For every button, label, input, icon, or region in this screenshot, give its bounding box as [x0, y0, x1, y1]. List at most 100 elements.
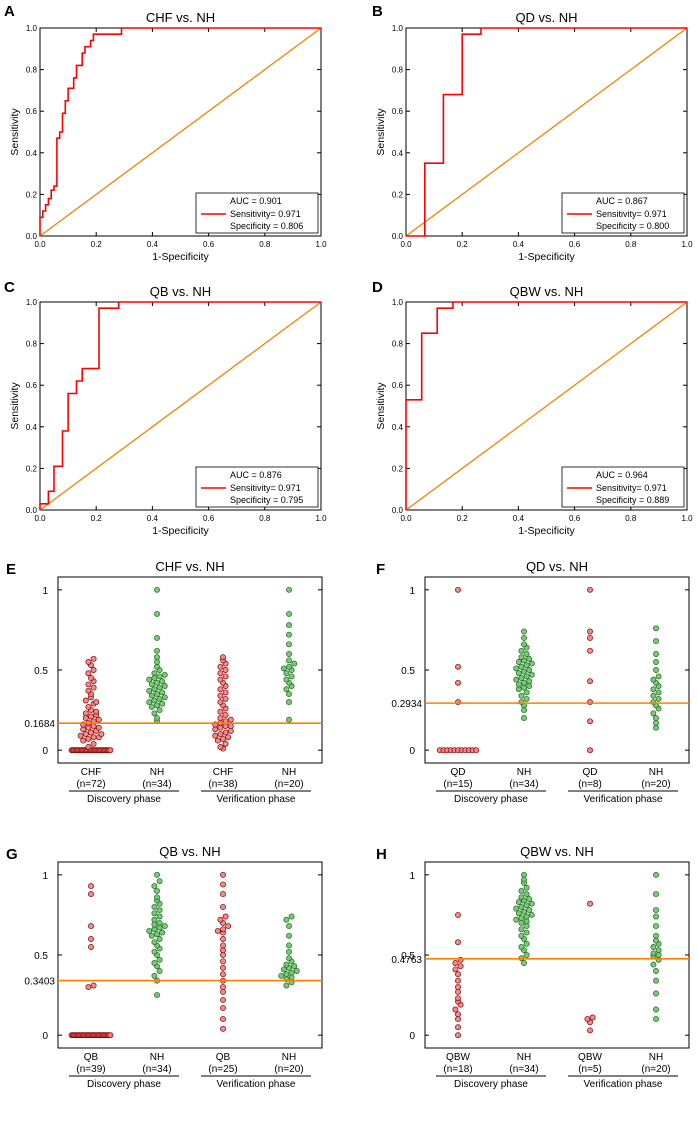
data-point	[518, 887, 525, 894]
data-point	[653, 1006, 659, 1013]
data-point	[655, 695, 662, 702]
plot-frame	[424, 861, 690, 1049]
data-point	[151, 972, 158, 979]
group-count: (n=38)	[208, 779, 237, 790]
data-point	[154, 679, 160, 686]
y-tick-label: 0.5	[34, 951, 48, 962]
y-tick-label: 0.0	[392, 232, 404, 241]
chart-title: QBW vs. NH	[510, 284, 584, 299]
data-point	[523, 952, 530, 958]
data-point	[156, 695, 163, 702]
chart-title: CHF vs. NH	[146, 10, 215, 25]
x-tick-label: 1.0	[681, 514, 693, 523]
data-point	[455, 1032, 461, 1039]
data-point	[95, 724, 102, 731]
data-point	[653, 923, 659, 930]
threshold-label: 0.2934	[391, 699, 422, 710]
x-tick-label: 0.2	[457, 514, 469, 523]
data-point	[154, 992, 160, 999]
data-point	[650, 944, 657, 950]
panel-letter: B	[372, 3, 383, 20]
data-point	[148, 703, 155, 710]
y-tick-label: 0	[42, 746, 48, 757]
data-point	[85, 687, 92, 694]
data-point	[286, 948, 292, 955]
data-point	[222, 695, 229, 702]
group-label: NH	[517, 767, 531, 778]
data-point	[455, 988, 461, 995]
group-label: CHF	[213, 767, 234, 778]
legend-sensitivity: Sensitivity= 0.971	[230, 209, 301, 219]
data-point	[655, 673, 662, 680]
data-point	[82, 715, 89, 722]
data-point	[280, 966, 287, 973]
data-point	[587, 586, 593, 593]
data-point	[653, 932, 659, 939]
data-point	[518, 894, 525, 901]
x-axis-label: 1-Specificity	[152, 525, 209, 537]
group-label: NH	[649, 1052, 663, 1063]
group-count: (n=15)	[443, 779, 472, 790]
data-point	[222, 711, 229, 718]
y-tick-label: 1	[42, 871, 48, 882]
data-point	[88, 675, 94, 681]
legend-box	[561, 192, 685, 234]
data-point	[526, 895, 533, 902]
data-point	[513, 916, 520, 923]
phase-label: Discovery phase	[454, 794, 528, 805]
data-point	[655, 689, 662, 696]
data-point	[95, 716, 102, 723]
data-point	[278, 972, 285, 979]
data-point	[107, 1032, 114, 1039]
data-point	[589, 1014, 596, 1021]
data-point	[222, 667, 229, 673]
data-point	[513, 676, 520, 683]
y-axis-label: Sensitivity	[375, 108, 387, 156]
data-point	[457, 963, 464, 970]
legend-specificity: Specificity = 0.800	[596, 221, 669, 231]
legend: AUC = 0.901 Sensitivity= 0.971 Specificity…	[195, 192, 319, 234]
data-point	[280, 665, 287, 672]
data-point	[88, 944, 94, 950]
panel-letter: D	[372, 279, 383, 296]
data-point	[288, 673, 295, 680]
roc-curve	[406, 27, 687, 237]
data-point	[220, 1004, 226, 1011]
data-point	[523, 918, 530, 925]
data-point	[154, 659, 160, 665]
data-point	[655, 947, 662, 954]
data-point	[455, 971, 461, 978]
phase-label: Discovery phase	[87, 794, 161, 805]
data-point	[77, 732, 84, 739]
x-axis-label: 1-Specificity	[152, 251, 209, 263]
data-point	[151, 926, 158, 933]
data-point	[286, 716, 292, 723]
data-point	[288, 974, 295, 981]
data-point	[214, 927, 221, 934]
legend-box	[561, 466, 685, 508]
data-point	[88, 729, 94, 736]
legend: AUC = 0.964 Sensitivity= 0.971 Specificity…	[561, 466, 685, 508]
legend-box	[195, 192, 319, 234]
data-point	[90, 740, 97, 747]
scatter-panel-g: G QB vs. NH00.51QB(n=39)NH(n=34)QB(n=25)N…	[6, 844, 323, 1090]
x-tick-label: 0.4	[513, 514, 525, 523]
group-label: NH	[282, 1052, 296, 1063]
y-tick-label: 1	[42, 586, 48, 597]
data-point	[146, 676, 153, 683]
data-point	[653, 651, 659, 657]
x-tick-label: 0.6	[569, 514, 581, 523]
data-point	[523, 689, 530, 696]
phase-label: Discovery phase	[454, 1079, 528, 1090]
data-point	[154, 654, 160, 661]
data-point	[151, 948, 158, 955]
scatter-panel-e: E CHF vs. NH00.51CHF(n=72)NH(n=34)CHF(n=3…	[6, 559, 323, 805]
group-count: (n=20)	[274, 779, 303, 790]
x-tick-label: 1.0	[315, 240, 327, 249]
data-point	[217, 724, 224, 731]
data-point	[217, 676, 224, 683]
x-axis-label: 1-Specificity	[518, 525, 575, 537]
data-point	[286, 641, 292, 648]
data-point	[161, 671, 168, 678]
data-point	[146, 687, 153, 694]
